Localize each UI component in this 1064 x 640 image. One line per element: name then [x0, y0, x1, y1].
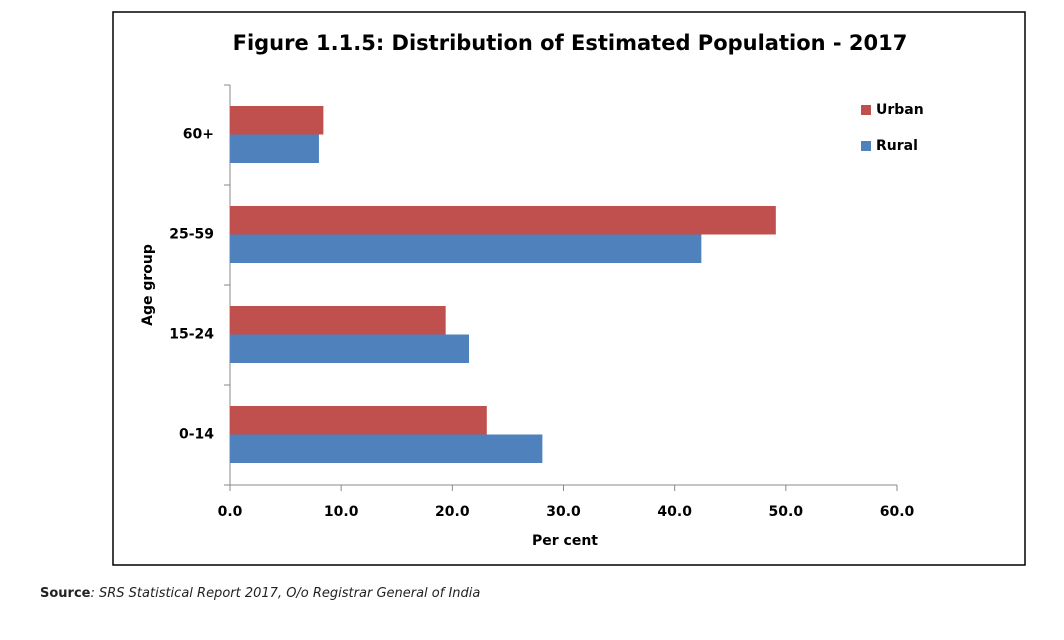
source-label: Source	[40, 586, 91, 601]
x-tick-label: 10.0	[324, 504, 359, 520]
chart-frame	[112, 11, 1026, 566]
y-tick-label: 60+	[183, 127, 214, 143]
bar	[230, 334, 470, 363]
legend-label: Rural	[876, 138, 918, 154]
x-tick-label: 30.0	[546, 504, 581, 520]
chart: Figure 1.1.5: Distribution of Estimated …	[112, 11, 1026, 566]
bar	[230, 234, 702, 263]
x-tick-label: 20.0	[435, 504, 470, 520]
y-tick-label: 15-24	[169, 327, 214, 343]
bar	[230, 134, 319, 163]
bar	[230, 434, 543, 463]
bar	[230, 106, 324, 135]
bar	[230, 206, 776, 235]
x-tick-label: 50.0	[769, 504, 804, 520]
legend-swatch	[861, 105, 871, 115]
y-axis-label: Age group	[140, 244, 156, 326]
x-tick-label: 40.0	[657, 504, 692, 520]
source-text: : SRS Statistical Report 2017, O/o Regis…	[90, 586, 481, 601]
y-tick-label: 25-59	[169, 227, 214, 243]
x-tick-label: 0.0	[218, 504, 243, 520]
bar	[230, 306, 446, 335]
x-tick-label: 60.0	[880, 504, 915, 520]
chart-title: Figure 1.1.5: Distribution of Estimated …	[233, 31, 908, 55]
legend-swatch	[861, 141, 871, 151]
source-note: Source: SRS Statistical Report 2017, O/o…	[40, 586, 480, 601]
x-axis-label: Per cent	[532, 533, 598, 549]
legend-label: Urban	[876, 102, 924, 118]
y-tick-label: 0-14	[179, 427, 214, 443]
bar	[230, 406, 487, 435]
